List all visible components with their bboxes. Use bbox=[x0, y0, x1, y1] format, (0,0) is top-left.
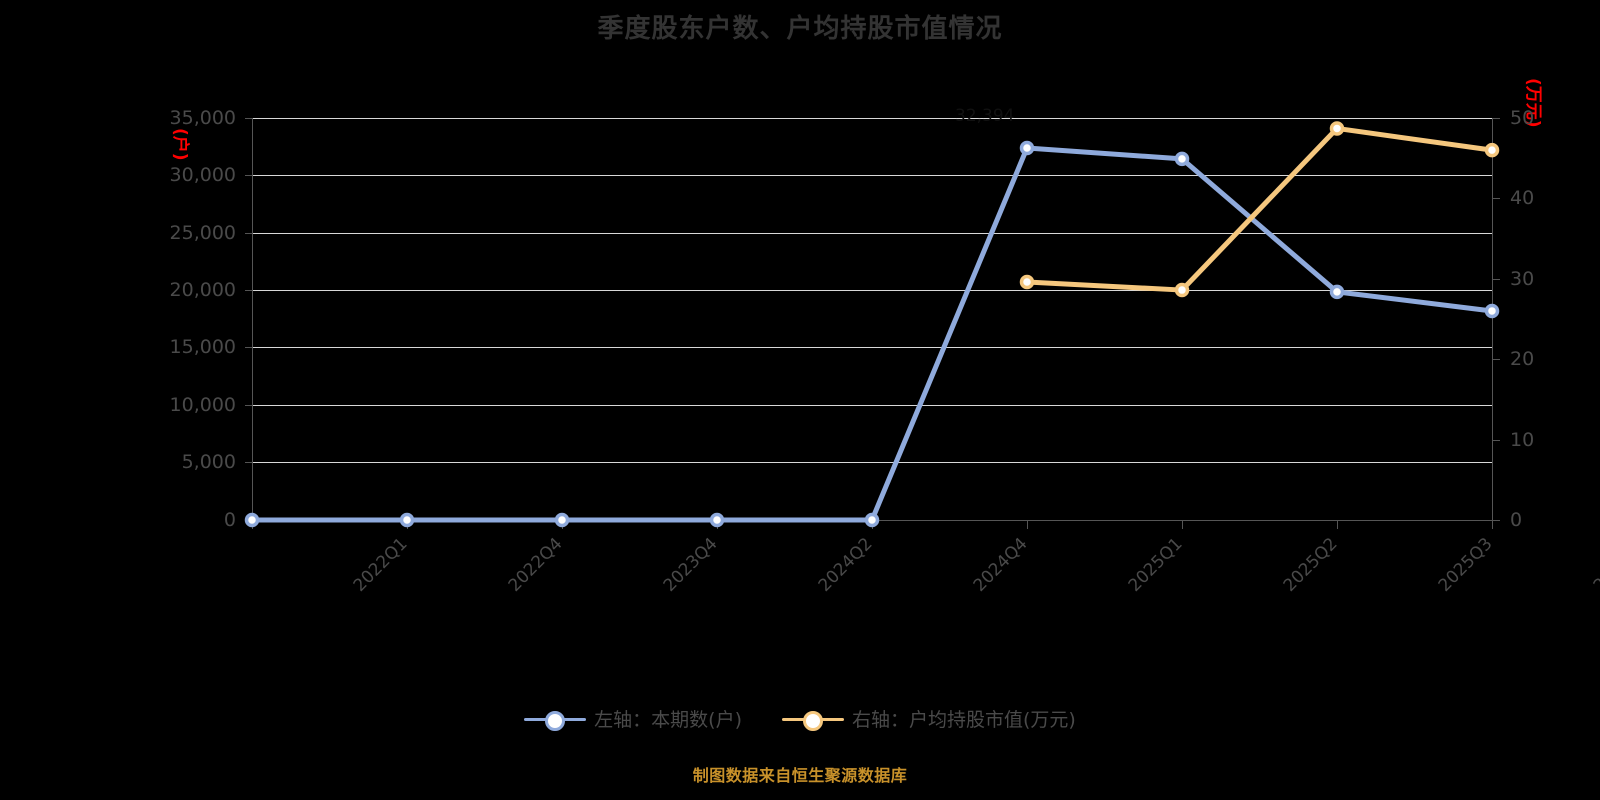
y-axis-right-tick-30: 30 bbox=[1510, 268, 1535, 290]
legend-item-right-axis[interactable]: 右轴：户均持股市值(万元) bbox=[782, 705, 1076, 732]
tick-mark-x bbox=[562, 521, 563, 529]
legend-marker-right-axis bbox=[782, 709, 844, 731]
y-axis-left-tick-25000: 25,000 bbox=[169, 222, 236, 244]
legend-label-right-axis: 右轴：户均持股市值(万元) bbox=[852, 709, 1076, 731]
tick-mark-x bbox=[1337, 521, 1338, 529]
tick-mark-left bbox=[245, 118, 252, 119]
x-axis-label-2022Q4: 2022Q4 bbox=[504, 534, 567, 596]
y-axis-left-tick-0: 0 bbox=[223, 509, 236, 531]
y-axis-right-tick-40: 40 bbox=[1510, 187, 1535, 209]
legend: 左轴：本期数(户) 右轴：户均持股市值(万元) bbox=[0, 705, 1600, 732]
y-axis-right-spine bbox=[1492, 118, 1493, 521]
tick-mark-x bbox=[407, 521, 408, 529]
y-axis-right-tick-0: 0 bbox=[1510, 509, 1523, 531]
tick-mark-right bbox=[1493, 198, 1500, 199]
tick-mark-right bbox=[1493, 118, 1500, 119]
x-axis-label-2024Q2: 2024Q2 bbox=[814, 534, 877, 596]
tick-mark-left bbox=[245, 405, 252, 406]
tick-mark-right bbox=[1493, 520, 1500, 521]
legend-marker-left-axis bbox=[524, 709, 587, 731]
tick-mark-left bbox=[245, 233, 252, 234]
y-axis-left-spine bbox=[252, 118, 253, 521]
y-axis-right-tick-20: 20 bbox=[1510, 348, 1535, 370]
overlap-data-label: 32,394 bbox=[955, 106, 1015, 126]
x-axis-label-2023Q4: 2023Q4 bbox=[659, 534, 722, 596]
gridline-5000 bbox=[252, 462, 1492, 463]
tick-mark-x bbox=[1027, 521, 1028, 529]
y-axis-left-tick-35000: 35,000 bbox=[169, 107, 236, 129]
tick-mark-left bbox=[245, 347, 252, 348]
x-axis-label-2025Q4: 2025Q4 bbox=[1589, 534, 1600, 596]
tick-mark-x bbox=[872, 521, 873, 529]
gridline-25000 bbox=[252, 233, 1492, 234]
tick-mark-right bbox=[1493, 440, 1500, 441]
page-title: 季度股东户数、户均持股市值情况 bbox=[597, 14, 1003, 44]
tick-mark-left bbox=[245, 290, 252, 291]
y-axis-left-tick-20000: 20,000 bbox=[169, 279, 236, 301]
gridline-15000 bbox=[252, 347, 1492, 348]
x-axis-label-2025Q1: 2025Q1 bbox=[1124, 534, 1187, 596]
tick-mark-left bbox=[245, 175, 252, 176]
left-axis-unit-label: (户) bbox=[170, 128, 190, 161]
gridline-30000 bbox=[252, 175, 1492, 176]
tick-mark-x bbox=[717, 521, 718, 529]
gridline-20000 bbox=[252, 290, 1492, 291]
y-axis-left-tick-5000: 5,000 bbox=[181, 451, 236, 473]
x-axis-label-2024Q4: 2024Q4 bbox=[969, 534, 1032, 596]
y-axis-right-tick-50: 50 bbox=[1510, 107, 1535, 129]
legend-item-left-axis[interactable]: 左轴：本期数(户) bbox=[524, 705, 742, 732]
y-axis-left-tick-30000: 30,000 bbox=[169, 164, 236, 186]
tick-mark-left bbox=[245, 462, 252, 463]
tick-mark-right bbox=[1493, 279, 1500, 280]
gridline-10000 bbox=[252, 405, 1492, 406]
footer-note: 制图数据来自恒生聚源数据库 bbox=[692, 766, 908, 785]
tick-mark-x bbox=[1182, 521, 1183, 529]
tick-mark-right bbox=[1493, 359, 1500, 360]
tick-mark-left bbox=[245, 520, 252, 521]
tick-mark-x bbox=[1492, 521, 1493, 529]
gridline-35000 bbox=[252, 118, 1492, 119]
legend-label-left-axis: 左轴：本期数(户) bbox=[594, 709, 742, 731]
x-axis-label-2025Q3: 2025Q3 bbox=[1434, 534, 1497, 596]
plot-area bbox=[252, 118, 1492, 520]
y-axis-left-tick-10000: 10,000 bbox=[169, 394, 236, 416]
x-axis-label-2022Q1: 2022Q1 bbox=[349, 534, 412, 596]
x-axis-label-2025Q2: 2025Q2 bbox=[1279, 534, 1342, 596]
tick-mark-x bbox=[252, 521, 253, 529]
y-axis-left-tick-15000: 15,000 bbox=[169, 336, 236, 358]
y-axis-right-tick-10: 10 bbox=[1510, 429, 1535, 451]
